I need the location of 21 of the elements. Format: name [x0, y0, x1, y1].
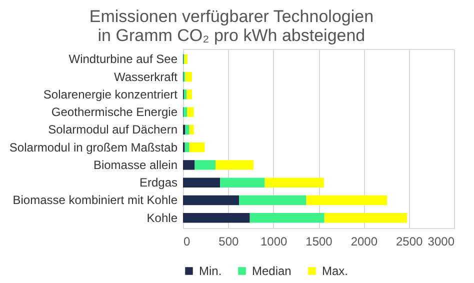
legend-label: Max. — [322, 264, 348, 278]
legend-label: Median — [252, 264, 292, 278]
y-tick-label: Biomasse allein — [93, 158, 178, 172]
y-tick-label: Solarmodul auf Dächern — [48, 122, 178, 137]
y-tick-label: Erdgas — [139, 176, 178, 190]
y-tick-label: Geothermische Energie — [51, 105, 178, 120]
x-tick-label: 1500 — [306, 234, 333, 248]
x-tick-label: 500 — [218, 234, 239, 248]
y-tick-label: Wasserkraft — [114, 70, 178, 84]
y-tick-label: Solarmodul in großem Maßstab — [9, 140, 178, 154]
x-tick-label: 2000 — [350, 234, 378, 248]
x-tick-label: 1000 — [260, 234, 288, 248]
x-tick-label: 2500 — [396, 234, 424, 248]
x-tick-label: 3000 — [428, 234, 455, 248]
legend-label: Min. — [199, 264, 222, 278]
chart-title: Emissionen verfügbarer Technologien in Gramm CO₂ pro kWh absteigend — [89, 7, 374, 45]
y-tick-label: Windturbine auf See — [68, 52, 178, 66]
x-tick-label: 0 — [184, 234, 190, 248]
y-tick-label: Biomasse kombiniert mit Kohle — [12, 193, 178, 208]
y-tick-label: Solarenergie konzentriert — [43, 87, 178, 102]
y-tick-label: Kohle — [146, 210, 178, 225]
